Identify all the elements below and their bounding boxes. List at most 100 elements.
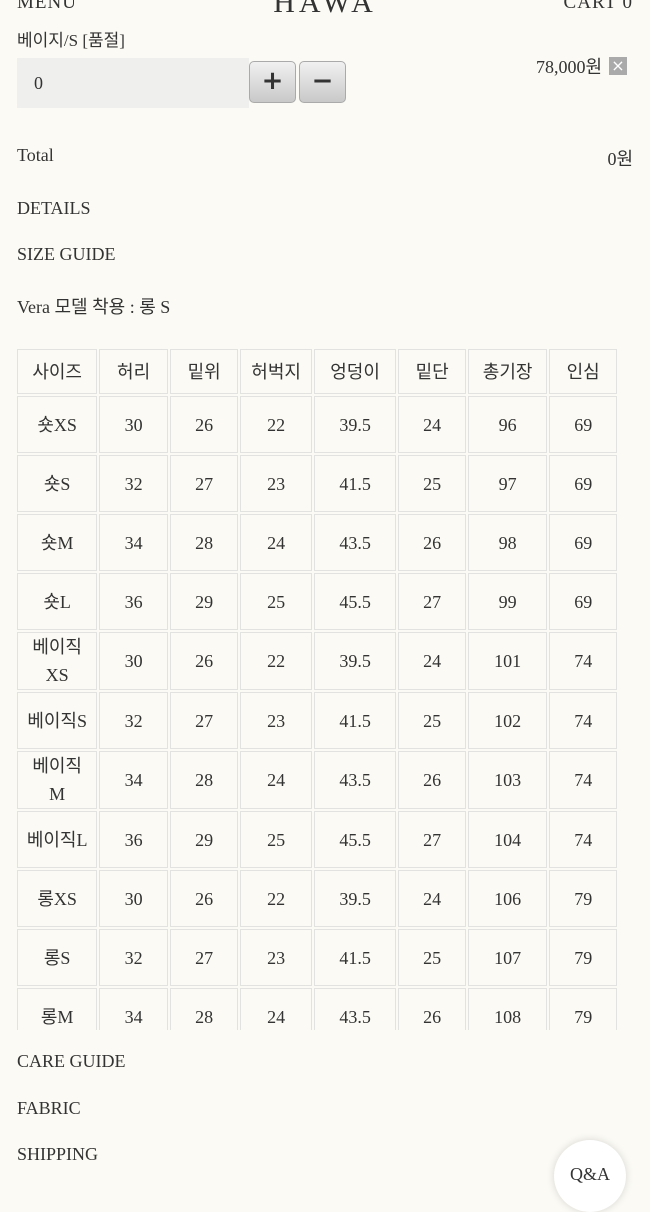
cell: 베이직 M — [17, 751, 98, 809]
cell: 26 — [398, 751, 466, 809]
cell: 102 — [467, 692, 548, 749]
cell: 69 — [549, 573, 617, 630]
menu-button[interactable]: MENU — [17, 0, 77, 13]
cell: 106 — [467, 870, 548, 927]
table-row: 베이직L 36 29 25 45.5 27 104 74 — [17, 811, 617, 868]
section-link[interactable]: CARE GUIDE — [17, 1051, 126, 1071]
cell: 32 — [99, 692, 168, 749]
total-value: 0원 — [607, 149, 633, 169]
model-note: Vera 모델 착용 : 롱 S — [17, 297, 171, 317]
option-name: 베이지/S [품절] — [17, 31, 125, 50]
size-table: 사이즈 허리 밑위 허벅지 엉덩이 밑단 총기장 인심 숏XS 30 26 22 39.5 24 96 69 숏… — [17, 349, 617, 1030]
cell: 숏L — [17, 573, 98, 630]
cell: 27 — [398, 811, 466, 868]
cell: 22 — [240, 870, 312, 927]
header-cell: 총기장 — [467, 349, 548, 394]
table-row: 숏L 36 29 25 45.5 27 99 69 — [17, 573, 617, 630]
cell: 25 — [398, 929, 466, 986]
qna-button[interactable]: Q&A — [554, 1140, 626, 1212]
cell: 24 — [240, 751, 312, 809]
cell: 103 — [467, 751, 548, 809]
cell: 롱S — [17, 929, 98, 986]
cart-link[interactable]: CART 0 — [563, 0, 633, 13]
cell: 74 — [549, 751, 617, 809]
header-cell: 밑위 — [169, 349, 239, 394]
cell: 27 — [169, 929, 239, 986]
cell: 26 — [169, 870, 239, 927]
cell: 24 — [398, 870, 466, 927]
cell: 28 — [169, 988, 239, 1030]
total-label: Total — [17, 145, 54, 165]
quantity-input[interactable]: 0 — [17, 58, 249, 108]
table-row: 베이직 M 34 28 24 43.5 26 103 74 — [17, 751, 617, 809]
cell: 36 — [99, 573, 168, 630]
cell: 36 — [99, 811, 168, 868]
cell: 24 — [240, 514, 312, 571]
cell: 74 — [549, 811, 617, 868]
cell: 베이직S — [17, 692, 98, 749]
plus-button[interactable]: + — [249, 61, 296, 103]
cell: 25 — [240, 811, 312, 868]
cell: 26 — [169, 632, 239, 690]
cell: 39.5 — [313, 632, 397, 690]
cell: 43.5 — [313, 514, 397, 571]
section-link[interactable]: SHIPPING — [17, 1144, 99, 1164]
cell: 97 — [467, 455, 548, 512]
cell: 24 — [398, 396, 466, 453]
cell: 69 — [549, 514, 617, 571]
cell: 26 — [398, 514, 466, 571]
table-row: 사이즈 허리 밑위 허벅지 엉덩이 밑단 총기장 인심 — [17, 349, 617, 394]
remove-button[interactable]: × — [609, 57, 627, 75]
section-link[interactable]: SIZE GUIDE — [17, 244, 116, 264]
cell: 숏XS — [17, 396, 98, 453]
table-row: 베이직S 32 27 23 41.5 25 102 74 — [17, 692, 617, 749]
cell: 27 — [169, 455, 239, 512]
cell: 96 — [467, 396, 548, 453]
cell: 25 — [398, 455, 466, 512]
cell: 34 — [99, 988, 168, 1030]
cell: 108 — [467, 988, 548, 1030]
cell: 29 — [169, 573, 239, 630]
table-row: 숏M 34 28 24 43.5 26 98 69 — [17, 514, 617, 571]
cell: 45.5 — [313, 573, 397, 630]
cell: 23 — [240, 692, 312, 749]
cell: 34 — [99, 751, 168, 809]
section-link[interactable]: FABRIC — [17, 1098, 81, 1118]
cell: 22 — [240, 396, 312, 453]
cell: 30 — [99, 396, 168, 453]
cell: 45.5 — [313, 811, 397, 868]
header-cell: 엉덩이 — [313, 349, 397, 394]
cell: 41.5 — [313, 455, 397, 512]
cell: 74 — [549, 632, 617, 690]
cell: 43.5 — [313, 751, 397, 809]
brand-logo[interactable]: HAWA — [273, 0, 377, 19]
table-row: 숏XS 30 26 22 39.5 24 96 69 — [17, 396, 617, 453]
cell: 99 — [467, 573, 548, 630]
cell: 26 — [169, 396, 239, 453]
cell: 43.5 — [313, 988, 397, 1030]
section-link[interactable]: DETAILS — [17, 198, 91, 218]
size-table-wrap: 사이즈 허리 밑위 허벅지 엉덩이 밑단 총기장 인심 숏XS 30 26 22 39.5 24 96 69 숏… — [17, 349, 617, 1030]
header-cell: 사이즈 — [17, 349, 98, 394]
cell: 27 — [398, 573, 466, 630]
cell: 24 — [398, 632, 466, 690]
cell: 30 — [99, 632, 168, 690]
cell: 28 — [169, 751, 239, 809]
cell: 30 — [99, 870, 168, 927]
cell: 숏M — [17, 514, 98, 571]
cell: 29 — [169, 811, 239, 868]
cell: 32 — [99, 929, 168, 986]
table-row: 롱M 34 28 24 43.5 26 108 79 — [17, 988, 617, 1030]
header-cell: 밑단 — [398, 349, 466, 394]
cell: 24 — [240, 988, 312, 1030]
cell: 39.5 — [313, 396, 397, 453]
minus-button[interactable]: − — [299, 61, 346, 103]
cell: 28 — [169, 514, 239, 571]
header-cell: 인심 — [549, 349, 617, 394]
cell: 69 — [549, 396, 617, 453]
cell: 79 — [549, 870, 617, 927]
cell: 25 — [398, 692, 466, 749]
cell: 25 — [240, 573, 312, 630]
cell: 98 — [467, 514, 548, 571]
table-row: 숏S 32 27 23 41.5 25 97 69 — [17, 455, 617, 512]
